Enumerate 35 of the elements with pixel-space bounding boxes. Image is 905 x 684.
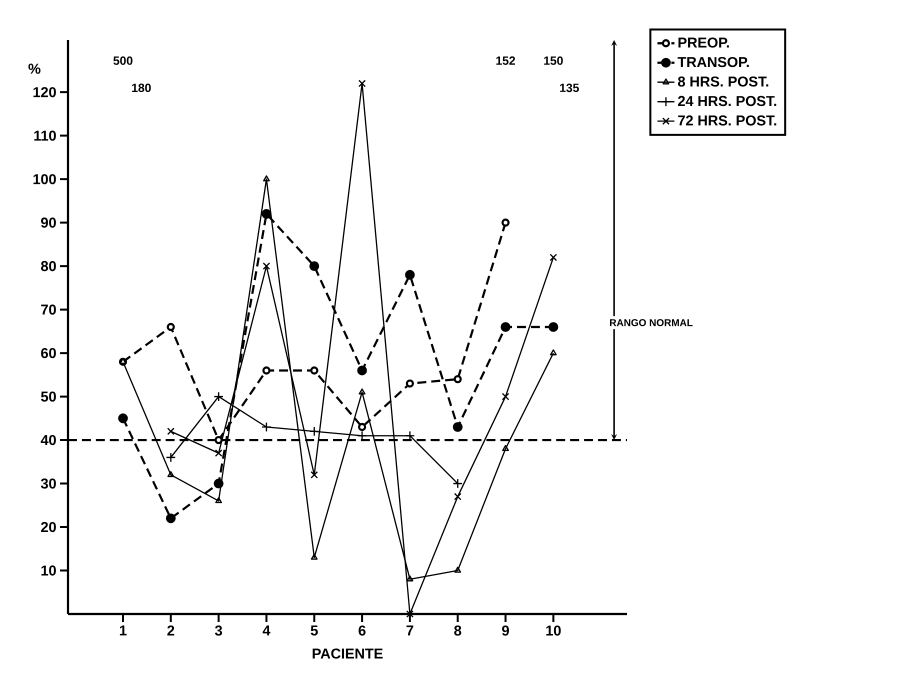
legend-label: PREOP. (678, 37, 729, 48)
x-tick-label: 1 (120, 625, 127, 636)
y-tick-label: 90 (41, 218, 56, 228)
x-tick-label: 10 (546, 625, 561, 636)
y-axis-title: % (28, 64, 40, 74)
annotation: 150 (544, 56, 563, 65)
x-axis-title: PACIENTE (312, 648, 383, 659)
y-tick-label: 50 (40, 391, 56, 402)
legend-label: 8 HRS. POST. (678, 76, 768, 87)
annotation: 180 (132, 84, 151, 92)
x-tick-label: 5 (310, 625, 318, 636)
legend-label: 24 HRS. POST. (678, 96, 776, 106)
x-tick-label: 6 (358, 625, 366, 636)
x-tick-label: 8 (454, 625, 462, 636)
y-tick-label: 40 (40, 434, 56, 446)
annotation: 152 (496, 56, 516, 65)
y-tick-label: 60 (41, 348, 56, 358)
text: RANGO NORMAL (610, 319, 693, 326)
y-tick-label: 30 (40, 478, 56, 489)
x-tick-label: 9 (502, 625, 509, 636)
y-tick-label: 100 (33, 174, 56, 184)
y-tick-label: 20 (41, 522, 56, 532)
y-tick-label: 80 (41, 261, 56, 272)
y-tick-label: 110 (34, 130, 56, 141)
legend-label: 72 HRS. POST. (678, 115, 776, 126)
x-tick-label: 3 (214, 625, 222, 636)
x-tick-label: 7 (406, 625, 414, 636)
y-tick-label: 70 (41, 304, 56, 315)
y-tick-label: 120 (33, 87, 56, 98)
y-tick-label: 10 (41, 565, 56, 576)
annotation: 500 (113, 56, 132, 65)
legend-label: TRANSOP. (678, 56, 749, 68)
x-tick-label: 4 (262, 625, 270, 636)
x-tick-label: 2 (167, 625, 174, 636)
annotation: 135 (560, 84, 579, 92)
